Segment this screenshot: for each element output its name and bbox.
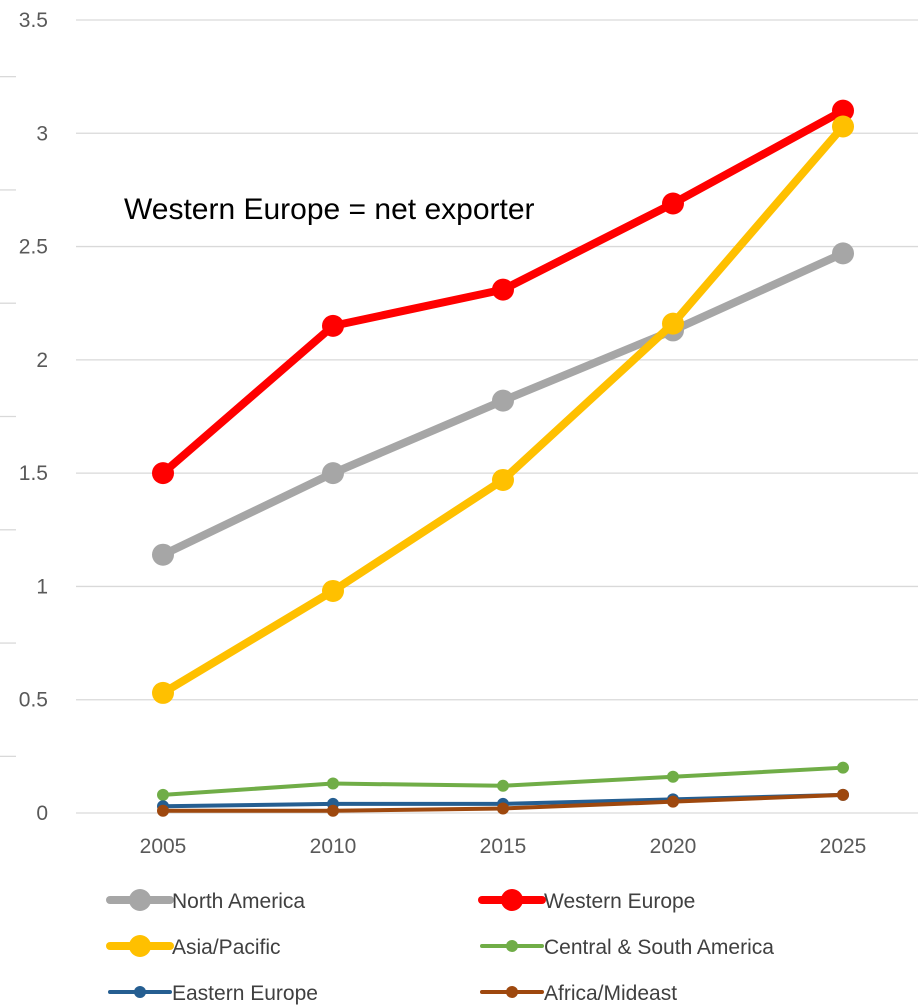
- data-point: [327, 804, 339, 817]
- data-point: [832, 242, 854, 265]
- data-point: [152, 681, 174, 704]
- chart-annotation: Western Europe = net exporter: [124, 193, 535, 226]
- data-point: [832, 99, 854, 122]
- legend-item: Eastern Europe: [108, 982, 318, 1005]
- x-tick-label: 2010: [310, 835, 357, 858]
- legend-label: Western Europe: [544, 890, 695, 913]
- y-tick-label: 2: [36, 349, 48, 372]
- legend-label: Central & South America: [544, 936, 774, 959]
- legend-swatch-marker: [501, 889, 523, 911]
- data-point: [322, 462, 344, 485]
- legend-item: Africa/Mideast: [480, 982, 677, 1005]
- data-point: [152, 543, 174, 566]
- series-layer: [152, 99, 854, 817]
- data-point: [497, 779, 509, 792]
- y-tick-label: 3: [36, 122, 48, 145]
- series-western-europe: [152, 99, 854, 485]
- legend-swatch-marker: [129, 889, 151, 911]
- x-tick-label: 2005: [140, 835, 187, 858]
- legend-label: Asia/Pacific: [172, 936, 281, 959]
- series-asia-pacific: [152, 115, 854, 704]
- data-point: [497, 802, 509, 815]
- y-tick-label: 1.5: [19, 462, 48, 485]
- legend-item: North America: [106, 889, 305, 913]
- data-point: [837, 788, 849, 801]
- y-tick-label: 0: [36, 802, 48, 825]
- legend-label: Eastern Europe: [172, 982, 318, 1005]
- data-point: [832, 115, 854, 138]
- data-point: [322, 314, 344, 337]
- data-point: [492, 389, 514, 412]
- x-tick-label: 2025: [820, 835, 867, 858]
- legend-label: North America: [172, 890, 305, 913]
- legend-item: Asia/Pacific: [106, 935, 281, 959]
- y-tick-label: 0.5: [19, 689, 48, 712]
- data-point: [492, 468, 514, 491]
- legend-item: Central & South America: [480, 936, 774, 959]
- legend-item: Western Europe: [478, 889, 695, 913]
- data-point: [157, 788, 169, 801]
- series-central-south-america: [157, 761, 849, 801]
- gridlines: [0, 19, 918, 814]
- data-point: [837, 761, 849, 774]
- data-point: [662, 192, 684, 215]
- data-point: [327, 777, 339, 790]
- data-point: [492, 278, 514, 301]
- x-axis-tick-labels: 2005 2010 2015 2020 2025: [140, 835, 867, 858]
- y-tick-label: 1: [36, 575, 48, 598]
- data-point: [152, 462, 174, 485]
- data-point: [662, 312, 684, 335]
- legend-swatch-marker: [506, 986, 518, 998]
- data-point: [157, 804, 169, 817]
- x-tick-label: 2020: [650, 835, 697, 858]
- series-africa-mideast: [157, 788, 849, 817]
- legend-label: Africa/Mideast: [544, 982, 677, 1005]
- legend-swatch-marker: [134, 986, 146, 998]
- y-axis-tick-labels: 0 0.5 1 1.5 2 2.5 3 3.5: [19, 9, 48, 825]
- legend-swatch-marker: [129, 935, 151, 957]
- y-tick-label: 3.5: [19, 9, 48, 32]
- data-point: [667, 795, 679, 808]
- data-point: [322, 579, 344, 602]
- legend-swatch-marker: [506, 940, 518, 952]
- legend: North America Western Europe Asia/Pacific C…: [106, 889, 774, 1005]
- x-tick-label: 2015: [480, 835, 527, 858]
- data-point: [667, 770, 679, 783]
- y-tick-label: 2.5: [19, 236, 48, 259]
